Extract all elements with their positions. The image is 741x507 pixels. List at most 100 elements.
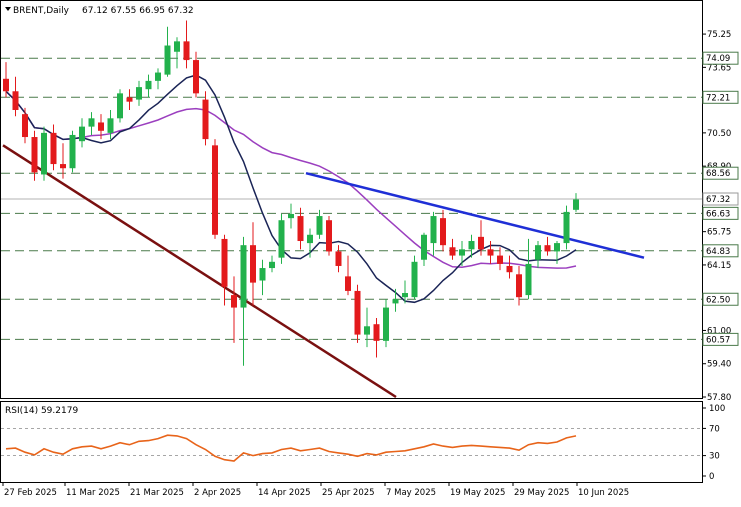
price-tag-label: 64.83 bbox=[706, 247, 730, 257]
price-tick-label: 57.80 bbox=[707, 393, 731, 403]
candle bbox=[3, 62, 9, 98]
time-tick-label: 10 Jun 2025 bbox=[578, 488, 629, 498]
candle-body bbox=[174, 41, 180, 52]
candle bbox=[12, 76, 19, 117]
candle-body bbox=[250, 245, 256, 283]
candle-body bbox=[193, 60, 199, 94]
candle bbox=[250, 222, 256, 306]
candle-body bbox=[535, 245, 541, 260]
candle bbox=[98, 114, 104, 140]
candle-body bbox=[22, 114, 28, 138]
candle-body bbox=[392, 299, 399, 304]
candle bbox=[183, 20, 190, 69]
price-tags: 74.09 72.21 68.56 67.32 66.63 64.83 62.50 60.57 bbox=[702, 51, 739, 346]
candle-body bbox=[430, 216, 437, 244]
candle bbox=[88, 112, 95, 135]
price-tick-label: 59.40 bbox=[707, 360, 731, 370]
candle bbox=[41, 126, 47, 181]
candle bbox=[22, 107, 28, 144]
candle bbox=[155, 68, 161, 90]
candle bbox=[107, 109, 114, 140]
candle bbox=[60, 143, 66, 179]
long-downtrend-line bbox=[2, 144, 397, 399]
price-tag-label: 67.32 bbox=[706, 195, 730, 205]
price-tag-box bbox=[702, 192, 739, 206]
candle-body bbox=[544, 245, 551, 252]
candle-body bbox=[50, 132, 57, 165]
candle bbox=[50, 124, 57, 171]
candle-body bbox=[297, 216, 304, 242]
rsi-axis: 100 70 30 0 bbox=[702, 404, 725, 482]
candle-body bbox=[212, 145, 218, 235]
candle-body bbox=[88, 118, 95, 127]
price-tick-label: 65.75 bbox=[707, 228, 731, 238]
price-tag-box bbox=[702, 51, 739, 65]
candle bbox=[316, 209, 323, 239]
rsi-panel-frame bbox=[0, 401, 703, 483]
candle bbox=[354, 284, 361, 343]
candle-body bbox=[269, 261, 275, 269]
time-tick-label: 14 Apr 2025 bbox=[258, 488, 311, 498]
candle-body bbox=[145, 80, 152, 90]
candle bbox=[326, 216, 332, 256]
candle-body bbox=[259, 268, 266, 281]
candle-body bbox=[117, 93, 123, 119]
price-tag-box bbox=[702, 292, 739, 306]
candle bbox=[392, 288, 399, 312]
candle-body bbox=[288, 213, 294, 219]
price-tick-label: 64.15 bbox=[707, 261, 731, 271]
candle-body bbox=[478, 236, 484, 250]
time-tick-label: 27 Feb 2025 bbox=[4, 488, 57, 498]
price-tag-box bbox=[702, 166, 739, 180]
candle bbox=[221, 234, 228, 306]
time-tick-label: 29 May 2025 bbox=[514, 488, 569, 498]
price-tag-label: 72.21 bbox=[706, 93, 730, 103]
candle bbox=[69, 130, 76, 173]
candle-body bbox=[231, 295, 237, 308]
candle bbox=[516, 265, 522, 306]
price-tag-box bbox=[702, 332, 739, 346]
candle bbox=[373, 317, 380, 358]
price-tag-label: 60.57 bbox=[706, 335, 730, 345]
candle-body bbox=[497, 255, 503, 264]
candle-body bbox=[440, 218, 446, 246]
rsi-line bbox=[5, 434, 577, 462]
candle-body bbox=[525, 263, 532, 296]
trendlines bbox=[2, 144, 645, 399]
candle bbox=[563, 205, 570, 250]
candle-body bbox=[563, 211, 570, 244]
price-tick-label: 70.50 bbox=[707, 129, 731, 139]
candle bbox=[497, 247, 503, 271]
candle bbox=[506, 255, 513, 279]
candle-body bbox=[402, 293, 408, 298]
candle-body bbox=[31, 137, 38, 173]
candle-body bbox=[136, 87, 142, 100]
rsi-tick-label: 0 bbox=[709, 472, 714, 482]
candle-body bbox=[60, 164, 66, 169]
candle bbox=[402, 280, 408, 304]
candle-body bbox=[98, 122, 104, 131]
candle-body bbox=[316, 216, 323, 235]
candle bbox=[259, 259, 266, 296]
candle-body bbox=[41, 132, 47, 175]
candle-body bbox=[487, 249, 494, 256]
candle-body bbox=[335, 251, 342, 266]
price-tick-label: 73.65 bbox=[707, 63, 731, 73]
candle bbox=[421, 232, 427, 266]
candle bbox=[212, 139, 218, 239]
candle bbox=[307, 228, 313, 258]
candle-body bbox=[240, 245, 247, 308]
candle bbox=[525, 238, 532, 300]
candle-body bbox=[354, 290, 361, 335]
candle bbox=[487, 241, 494, 264]
candle bbox=[544, 236, 551, 256]
candle-body bbox=[12, 91, 19, 110]
candle bbox=[554, 241, 560, 264]
time-tick-label: 7 May 2025 bbox=[386, 488, 436, 498]
time-axis: 27 Feb 2025 11 Mar 2025 21 Mar 2025 2 Apr 2… bbox=[2, 482, 629, 498]
candle bbox=[231, 276, 237, 343]
collapse-triangle-icon[interactable] bbox=[5, 7, 11, 11]
candle bbox=[297, 207, 304, 250]
price-tag-label: 74.09 bbox=[706, 54, 730, 64]
price-tag-box bbox=[702, 90, 739, 104]
